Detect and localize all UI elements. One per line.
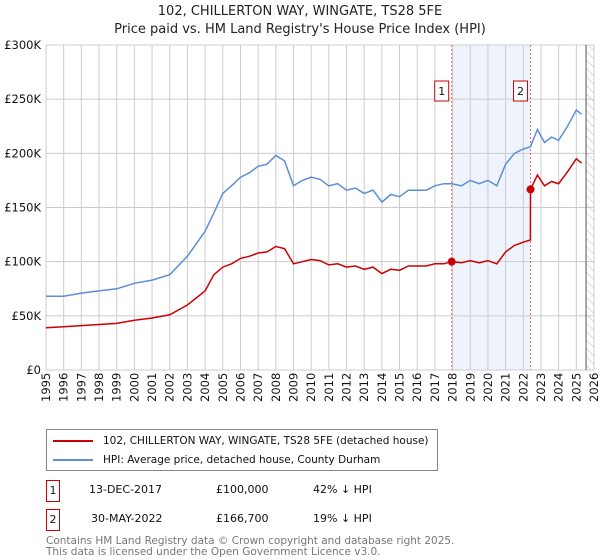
x-tick-label: 2021 bbox=[499, 373, 513, 402]
x-tick-label: 1998 bbox=[92, 373, 106, 402]
y-tick-label: £250K bbox=[4, 92, 41, 106]
legend-item-property: 102, CHILLERTON WAY, WINGATE, TS28 5FE (… bbox=[47, 432, 429, 450]
sale-marker-badge bbox=[513, 80, 529, 102]
x-tick-label: 2015 bbox=[393, 373, 407, 402]
x-tick-label: 1995 bbox=[39, 373, 53, 402]
transaction-price: £100,000 bbox=[216, 483, 269, 496]
x-tick-label: 2011 bbox=[322, 373, 336, 402]
y-tick-label: £50K bbox=[12, 309, 42, 323]
x-tick-label: 2019 bbox=[463, 373, 477, 402]
transaction-hpi-diff: 42% ↓ HPI bbox=[313, 483, 372, 496]
x-tick-label: 2001 bbox=[145, 373, 159, 402]
x-tick-label: 2014 bbox=[375, 373, 389, 402]
x-tick-label: 2003 bbox=[180, 373, 194, 402]
footer-line-1: Contains HM Land Registry data © Crown c… bbox=[46, 535, 455, 547]
transaction-price: £166,700 bbox=[216, 512, 269, 525]
x-tick-label: 2004 bbox=[198, 373, 212, 402]
x-tick-label: 1996 bbox=[57, 373, 71, 402]
x-tick-label: 2016 bbox=[410, 373, 424, 402]
transaction-badge: 1 bbox=[46, 480, 60, 502]
legend: 102, CHILLERTON WAY, WINGATE, TS28 5FE (… bbox=[46, 429, 438, 471]
legend-swatch-property bbox=[53, 440, 93, 442]
transaction-date: 13-DEC-2017 bbox=[89, 483, 163, 496]
transaction-badge: 2 bbox=[46, 509, 60, 531]
footer-line-2: This data is licensed under the Open Gov… bbox=[46, 546, 381, 558]
transaction-row: 1 13-DEC-2017 £100,000 42% ↓ HPI bbox=[46, 480, 466, 502]
x-tick-label: 2026 bbox=[587, 373, 600, 402]
legend-label-hpi: HPI: Average price, detached house, Coun… bbox=[103, 454, 381, 466]
x-tick-label: 2025 bbox=[569, 373, 583, 402]
x-tick-label: 2020 bbox=[481, 373, 495, 402]
x-tick-label: 2018 bbox=[446, 373, 460, 402]
x-tick-label: 2022 bbox=[516, 373, 530, 402]
series-line-property bbox=[45, 157, 583, 329]
transaction-row: 2 30-MAY-2022 £166,700 19% ↓ HPI bbox=[46, 509, 466, 531]
x-tick-label: 1999 bbox=[110, 373, 124, 402]
x-tick-label: 2017 bbox=[428, 373, 442, 402]
x-tick-label: 2000 bbox=[127, 373, 141, 402]
x-tick-label: 2009 bbox=[286, 373, 300, 402]
legend-item-hpi: HPI: Average price, detached house, Coun… bbox=[47, 451, 380, 469]
sale-marker-label: 2 bbox=[517, 85, 524, 98]
chart-subtitle: Price paid vs. HM Land Registry's House … bbox=[114, 22, 486, 37]
x-tick-label: 2008 bbox=[269, 373, 283, 402]
x-tick-label: 2002 bbox=[163, 373, 177, 402]
legend-swatch-hpi bbox=[53, 459, 93, 461]
price-chart: 1995 1996 1997 1998 1999 2000 2001 2002 2003 2004… bbox=[4, 38, 600, 402]
y-tick-label: £100K bbox=[4, 255, 41, 269]
transaction-hpi-diff: 19% ↓ HPI bbox=[313, 512, 372, 525]
x-tick-label: 2007 bbox=[251, 373, 265, 402]
sale-marker-label: 1 bbox=[438, 85, 445, 98]
y-tick-label: £0 bbox=[26, 363, 41, 377]
x-tick-label: 2005 bbox=[216, 373, 230, 402]
x-tick-label: 2006 bbox=[233, 373, 247, 402]
x-tick-label: 2023 bbox=[534, 373, 548, 402]
sale-point bbox=[526, 185, 535, 194]
y-tick-label: £150K bbox=[4, 201, 41, 215]
x-tick-label: 2024 bbox=[552, 373, 566, 402]
series-line-hpi bbox=[46, 108, 583, 298]
y-tick-label: £200K bbox=[4, 146, 41, 160]
footer: Contains HM Land Registry data © Crown c… bbox=[46, 536, 454, 558]
x-tick-label: 2010 bbox=[304, 373, 318, 402]
sale-point bbox=[447, 257, 456, 266]
x-tick-label: 2012 bbox=[340, 373, 354, 402]
sale-marker-badge bbox=[434, 80, 450, 102]
transaction-date: 30-MAY-2022 bbox=[91, 512, 163, 525]
legend-label-property: 102, CHILLERTON WAY, WINGATE, TS28 5FE (… bbox=[103, 435, 429, 447]
y-tick-label: £300K bbox=[4, 38, 41, 52]
x-tick-label: 2013 bbox=[357, 373, 371, 402]
chart-title: 102, CHILLERTON WAY, WINGATE, TS28 5FE bbox=[157, 4, 443, 19]
x-tick-label: 1997 bbox=[74, 373, 88, 402]
